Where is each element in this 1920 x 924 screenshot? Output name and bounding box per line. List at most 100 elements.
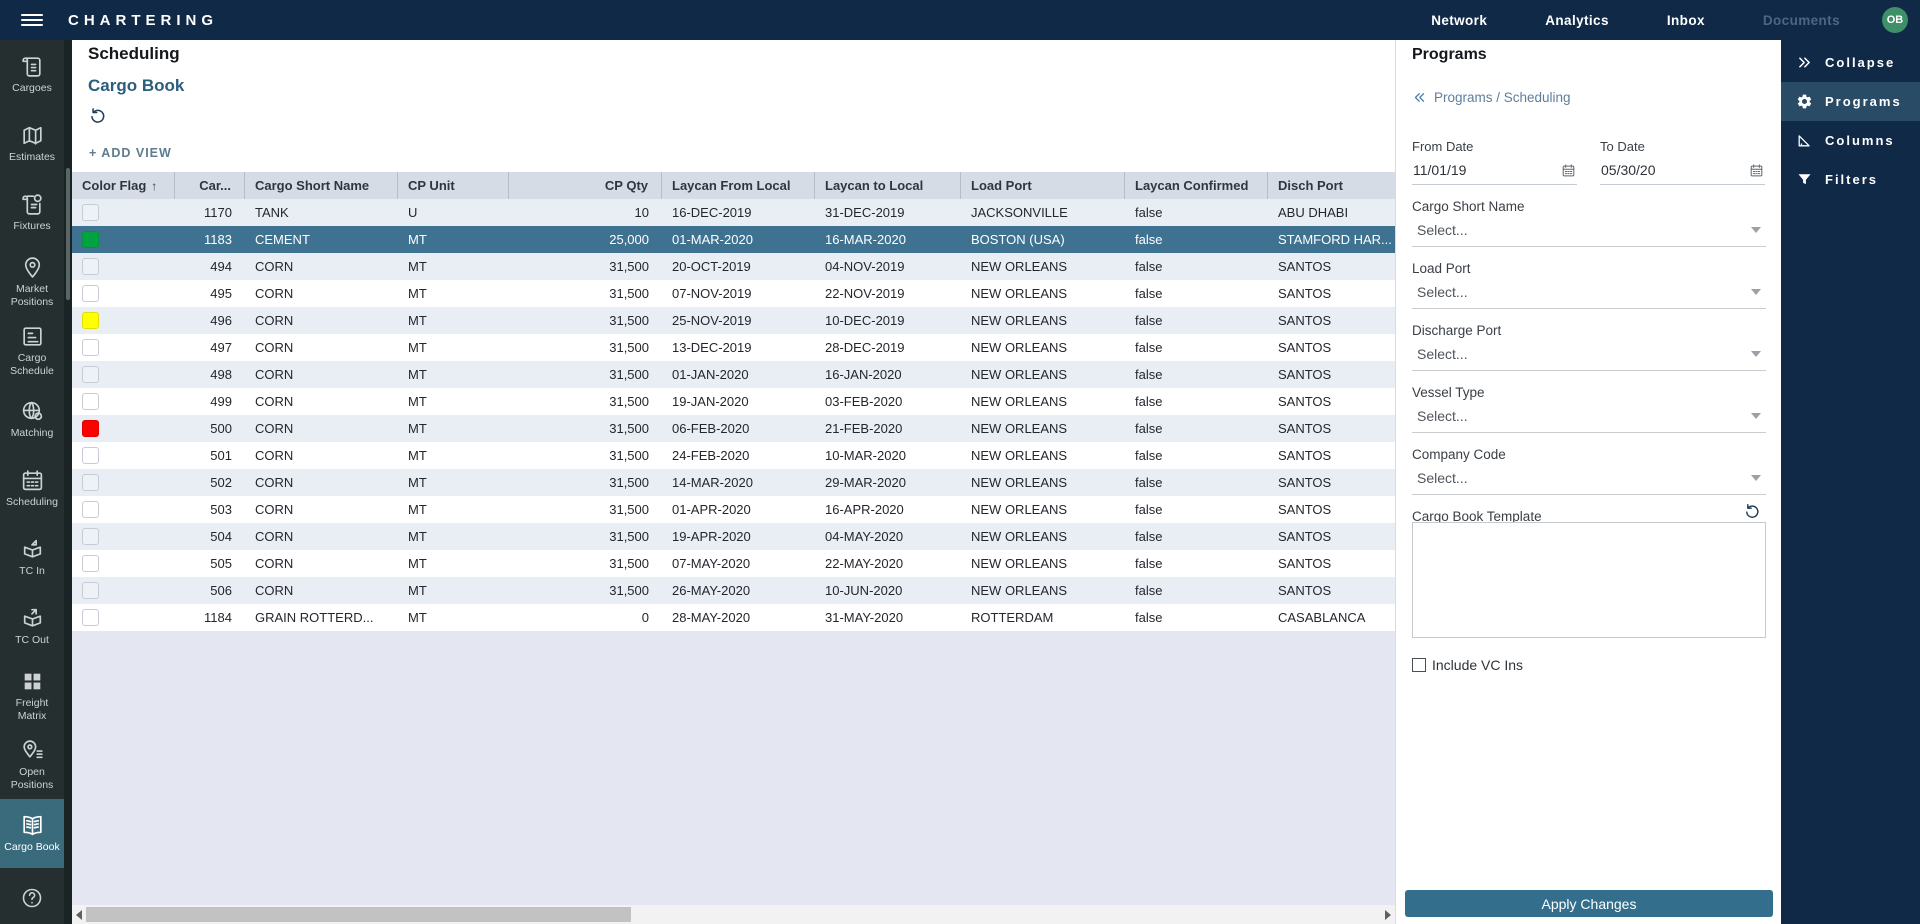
help-icon[interactable] <box>0 872 64 924</box>
select-input[interactable]: Select... <box>1412 402 1766 433</box>
sidebar-item-tc-in[interactable]: TC In <box>0 523 64 592</box>
checkbox-box[interactable] <box>1412 658 1426 672</box>
select-input[interactable]: Select... <box>1412 340 1766 371</box>
to-date-input[interactable]: 05/30/20 <box>1600 157 1765 185</box>
include-vc-ins-checkbox[interactable]: Include VC Ins <box>1412 657 1523 673</box>
select-field-vessel-type: Vessel Type Select... <box>1412 385 1766 447</box>
double-chevron-left-icon[interactable] <box>1412 90 1427 105</box>
hamburger-icon[interactable] <box>0 11 64 28</box>
table-row[interactable]: 496CORNMT31,50025-NOV-201910-DEC-2019NEW… <box>72 307 1395 334</box>
color-flag-box[interactable] <box>82 312 99 329</box>
toolbar-item-filters[interactable]: Filters <box>1781 160 1920 199</box>
column-header-to[interactable]: Laycan to Local <box>815 172 961 199</box>
table-row[interactable]: 499CORNMT31,50019-JAN-202003-FEB-2020NEW… <box>72 388 1395 415</box>
breadcrumb[interactable]: Programs / Scheduling <box>1412 90 1571 105</box>
color-flag-box[interactable] <box>82 447 99 464</box>
column-header-from[interactable]: Laycan From Local <box>662 172 815 199</box>
sidebar-scrollbar[interactable] <box>64 40 72 924</box>
undo-icon[interactable] <box>88 106 107 125</box>
column-header-disch[interactable]: Disch Port <box>1268 172 1395 199</box>
column-header-qty[interactable]: CP Qty <box>509 172 662 199</box>
table-row[interactable]: 501CORNMT31,50024-FEB-202010-MAR-2020NEW… <box>72 442 1395 469</box>
left-sidebar: CargoesEstimatesFixtures Market Positions… <box>0 40 64 924</box>
undo-icon[interactable] <box>1743 502 1761 520</box>
column-header-car[interactable]: Car... <box>175 172 245 199</box>
color-flag-box[interactable] <box>82 555 99 572</box>
table-row[interactable]: 497CORNMT31,50013-DEC-201928-DEC-2019NEW… <box>72 334 1395 361</box>
calendar-icon[interactable] <box>1561 163 1576 178</box>
table-row[interactable]: 1184GRAIN ROTTERD...MT028-MAY-202031-MAY… <box>72 604 1395 631</box>
color-flag-box[interactable] <box>82 501 99 518</box>
table-row[interactable]: 1183CEMENTMT25,00001-MAR-202016-MAR-2020… <box>72 226 1395 253</box>
apply-changes-button[interactable]: Apply Changes <box>1405 890 1773 917</box>
table-row[interactable]: 506CORNMT31,50026-MAY-202010-JUN-2020NEW… <box>72 577 1395 604</box>
cell-disch: SANTOS <box>1268 577 1395 604</box>
sidebar-item-cargo-schedule[interactable]: Cargo Schedule <box>0 316 64 385</box>
color-flag-box[interactable] <box>82 366 99 383</box>
sidebar-item-market-positions[interactable]: Market Positions <box>0 247 64 316</box>
calendar-icon[interactable] <box>1749 163 1764 178</box>
select-label: Vessel Type <box>1412 385 1766 400</box>
table-row[interactable]: 500CORNMT31,50006-FEB-202021-FEB-2020NEW… <box>72 415 1395 442</box>
color-flag-box[interactable] <box>82 582 99 599</box>
sidebar-item-cargo-book[interactable]: Cargo Book <box>0 799 64 868</box>
table-row[interactable]: 503CORNMT31,50001-APR-202016-APR-2020NEW… <box>72 496 1395 523</box>
sidebar-item-matching[interactable]: Matching <box>0 385 64 454</box>
nav-analytics[interactable]: Analytics <box>1545 13 1609 28</box>
column-header-confirmed[interactable]: Laycan Confirmed <box>1125 172 1268 199</box>
toolbar-item-columns[interactable]: Columns <box>1781 121 1920 160</box>
sidebar-item-fixtures[interactable]: Fixtures <box>0 178 64 247</box>
color-flag-box[interactable] <box>82 204 99 221</box>
scroll-left-icon[interactable] <box>76 910 82 920</box>
column-header-flag[interactable]: Color Flag↑ <box>72 172 175 199</box>
sidebar-item-tc-out[interactable]: TC Out <box>0 592 64 661</box>
scroll-right-icon[interactable] <box>1385 910 1391 920</box>
table-row[interactable]: 498CORNMT31,50001-JAN-202016-JAN-2020NEW… <box>72 361 1395 388</box>
sidebar-item-scheduling[interactable]: Scheduling <box>0 454 64 523</box>
color-flag-box[interactable] <box>82 393 99 410</box>
cell-qty: 31,500 <box>509 361 662 388</box>
column-header-load[interactable]: Load Port <box>961 172 1125 199</box>
color-flag-box[interactable] <box>82 258 99 275</box>
color-flag-box[interactable] <box>82 528 99 545</box>
toolbar-item-collapse[interactable]: Collapse <box>1781 43 1920 82</box>
sidebar-item-estimates[interactable]: Estimates <box>0 109 64 178</box>
nav-documents[interactable]: Documents <box>1763 13 1840 28</box>
sidebar-item-cargoes[interactable]: Cargoes <box>0 40 64 109</box>
sidebar-scrollbar-thumb[interactable] <box>66 168 70 300</box>
color-flag-box[interactable] <box>82 609 99 626</box>
from-date-input[interactable]: 11/01/19 <box>1412 157 1577 185</box>
sidebar-item-freight-matrix[interactable]: Freight Matrix <box>0 661 64 730</box>
select-input[interactable]: Select... <box>1412 216 1766 247</box>
avatar[interactable]: OB <box>1882 7 1908 33</box>
column-header-name[interactable]: Cargo Short Name <box>245 172 398 199</box>
cell-from: 01-APR-2020 <box>662 496 815 523</box>
color-flag-box[interactable] <box>82 420 99 437</box>
color-flag-box[interactable] <box>82 285 99 302</box>
table-row[interactable]: 494CORNMT31,50020-OCT-201904-NOV-2019NEW… <box>72 253 1395 280</box>
cargo-book-template-textarea[interactable] <box>1412 522 1766 638</box>
horizontal-scrollbar[interactable] <box>72 905 1395 924</box>
toolbar-item-programs[interactable]: Programs <box>1781 82 1920 121</box>
double-chevron-right-icon <box>1796 54 1813 71</box>
cell-to: 31-DEC-2019 <box>815 199 961 226</box>
sidebar-item-label: Market Positions <box>1 283 63 307</box>
chevron-down-icon <box>1751 289 1761 295</box>
color-flag-box[interactable] <box>82 474 99 491</box>
add-view-button[interactable]: + ADD VIEW <box>89 146 172 160</box>
cell-flag <box>72 523 175 550</box>
horizontal-scrollbar-thumb[interactable] <box>86 907 631 922</box>
select-input[interactable]: Select... <box>1412 464 1766 495</box>
sidebar-item-open-positions[interactable]: Open Positions <box>0 730 64 799</box>
table-row[interactable]: 502CORNMT31,50014-MAR-202029-MAR-2020NEW… <box>72 469 1395 496</box>
table-row[interactable]: 495CORNMT31,50007-NOV-201922-NOV-2019NEW… <box>72 280 1395 307</box>
nav-network[interactable]: Network <box>1431 13 1487 28</box>
column-header-unit[interactable]: CP Unit <box>398 172 509 199</box>
table-row[interactable]: 1170TANKU1016-DEC-201931-DEC-2019JACKSON… <box>72 199 1395 226</box>
select-input[interactable]: Select... <box>1412 278 1766 309</box>
color-flag-box[interactable] <box>82 231 99 248</box>
table-row[interactable]: 504CORNMT31,50019-APR-202004-MAY-2020NEW… <box>72 523 1395 550</box>
nav-inbox[interactable]: Inbox <box>1667 13 1705 28</box>
color-flag-box[interactable] <box>82 339 99 356</box>
table-row[interactable]: 505CORNMT31,50007-MAY-202022-MAY-2020NEW… <box>72 550 1395 577</box>
